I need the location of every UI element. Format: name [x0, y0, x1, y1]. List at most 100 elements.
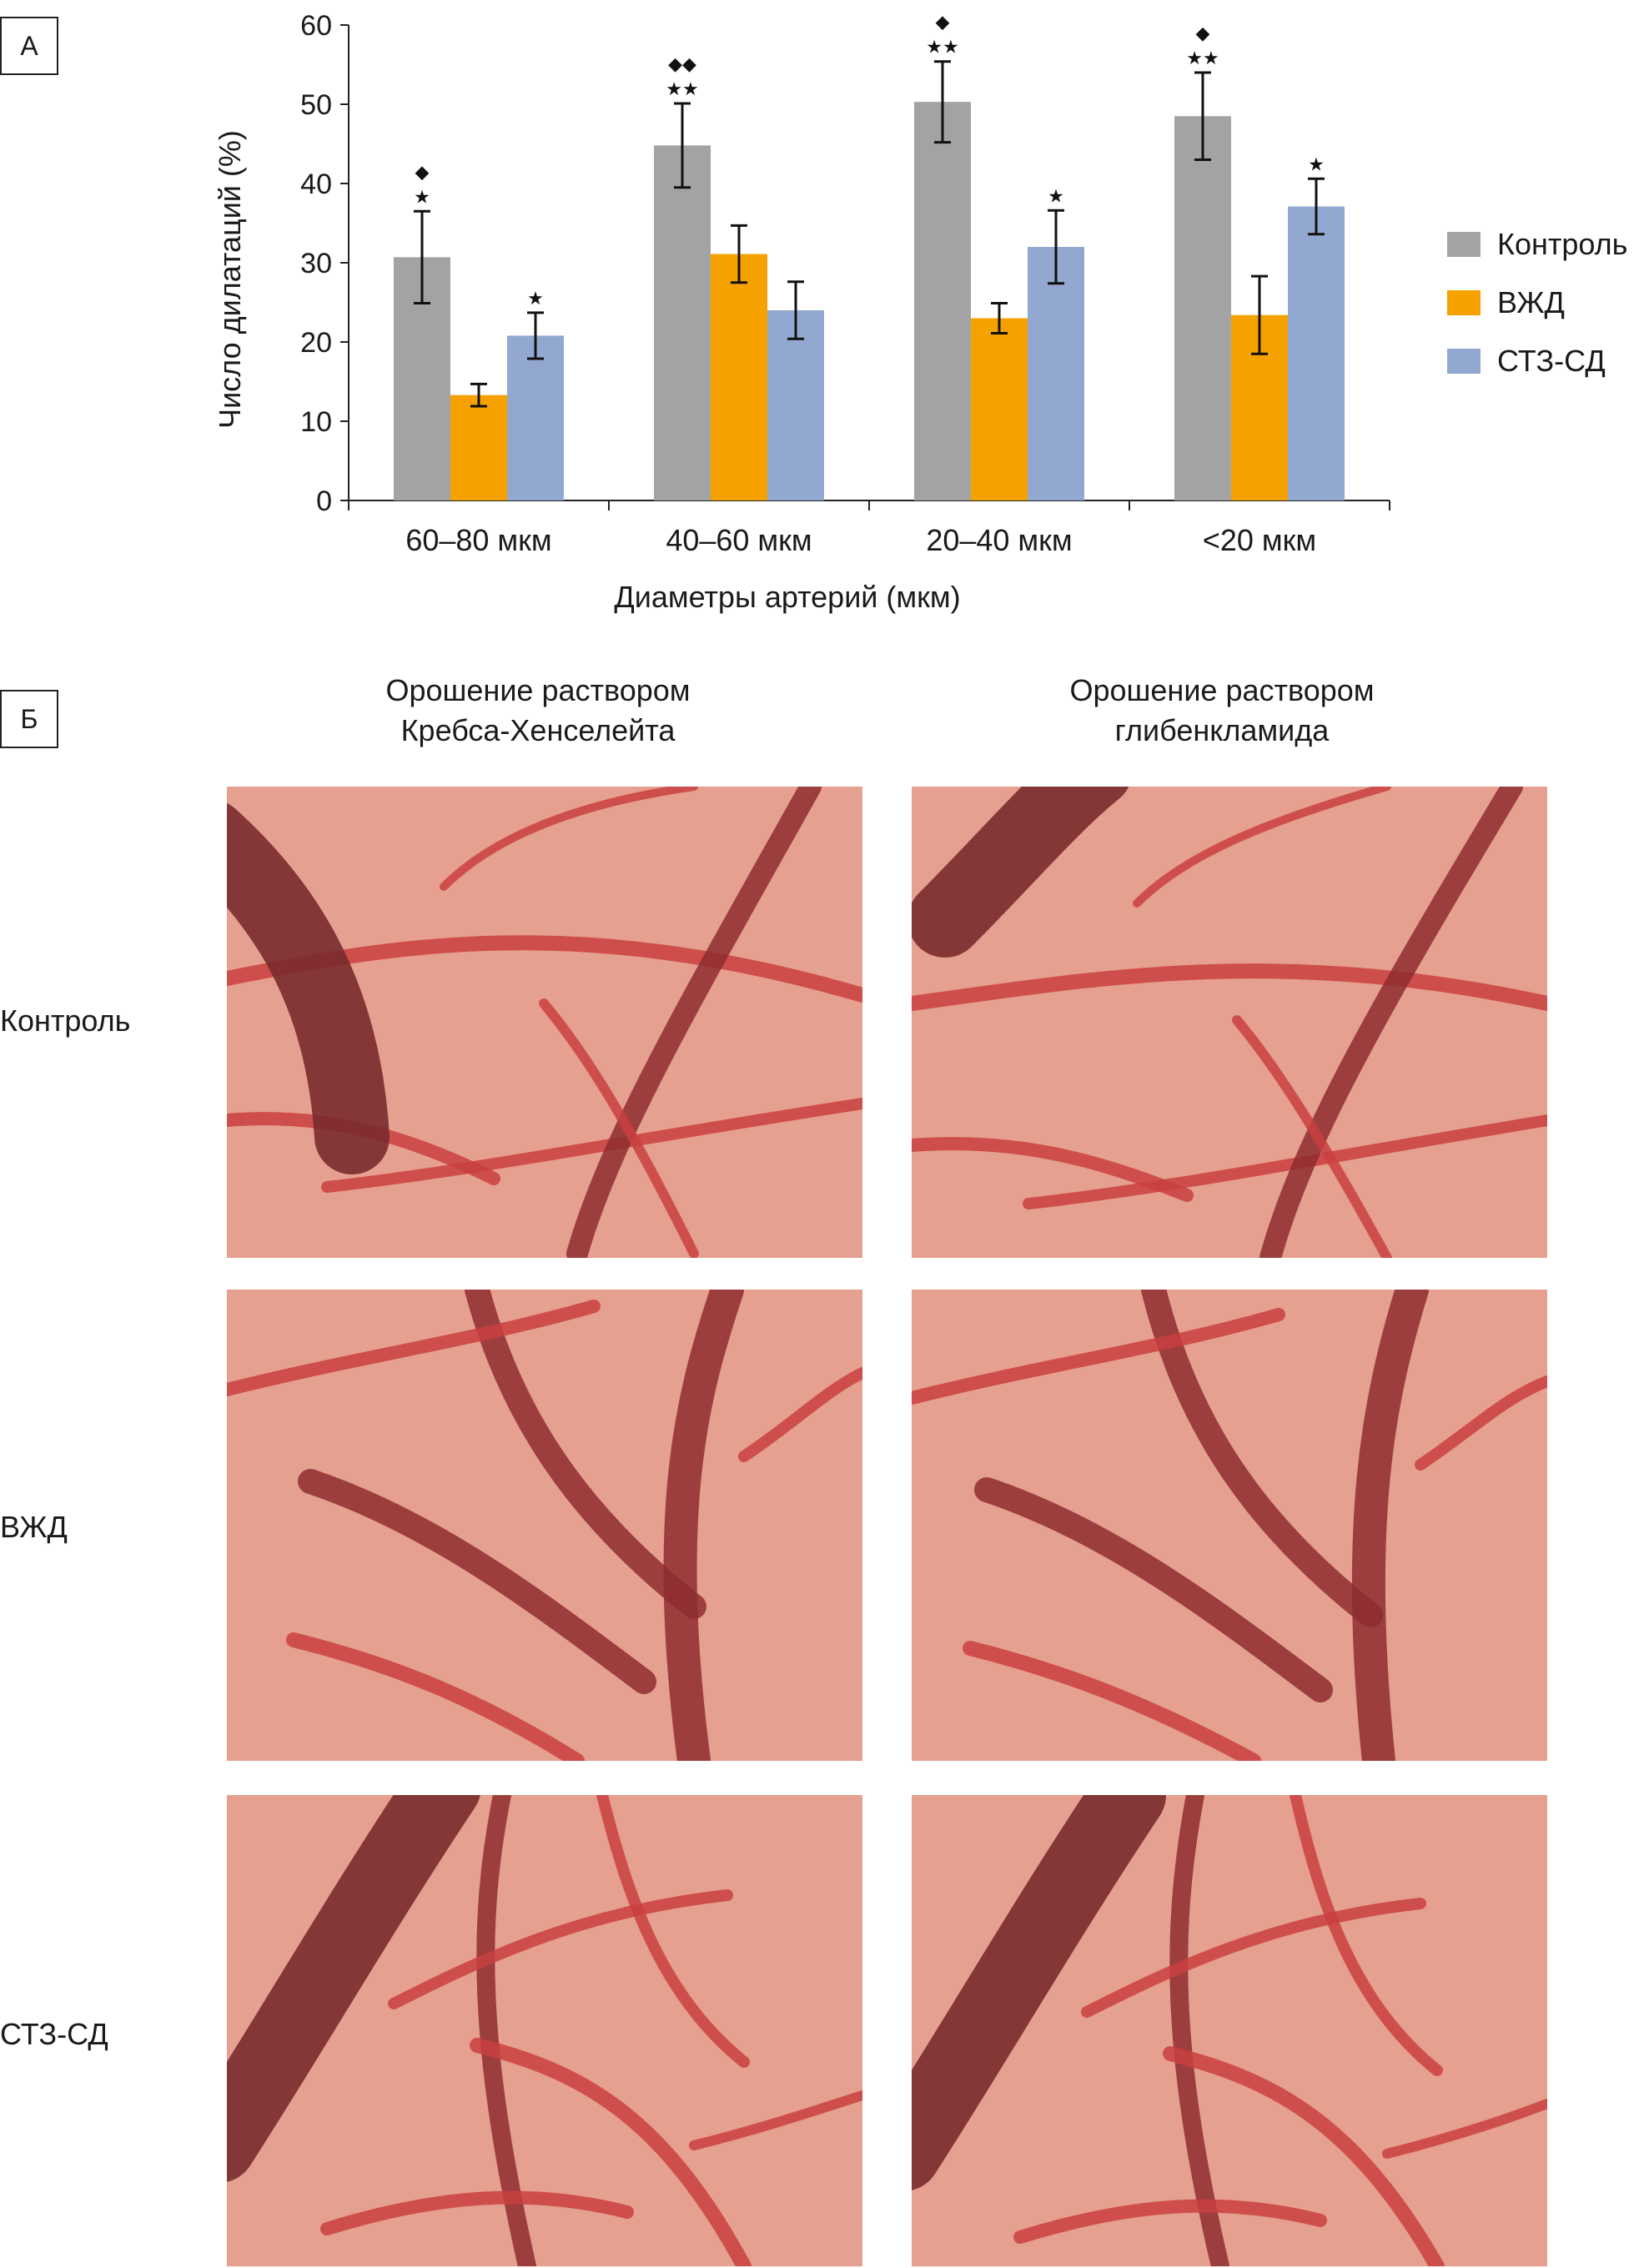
y-axis-title: Число дилатаций (%)	[213, 130, 247, 429]
micrograph-drawing	[912, 1795, 1547, 2266]
column-header-glibenclamide-line1: Орошение раствором	[1069, 673, 1375, 707]
y-tick-label: 20	[300, 327, 332, 359]
y-tick-label: 50	[300, 89, 332, 121]
x-tick-label: 60–80 мкм	[405, 523, 551, 557]
legend-label-stz: СТЗ-СД	[1497, 344, 1606, 378]
significance-marker: ★★	[666, 79, 698, 100]
micrograph-control-krebs	[227, 787, 862, 1258]
column-header-krebs: Орошение раствором Кребса-Хенселейта	[288, 671, 788, 751]
blood-vessel	[465, 1290, 706, 1619]
significance-marker: ★	[1048, 186, 1064, 207]
blood-vessel	[1133, 787, 1391, 908]
micrograph-drawing	[227, 1290, 862, 1761]
legend-swatch-stz	[1447, 349, 1481, 374]
bar	[1288, 206, 1345, 501]
micrograph-drawing	[227, 1795, 862, 2266]
column-header-krebs-line2: Кребса-Хенселейта	[400, 713, 676, 747]
bar	[1028, 247, 1084, 500]
significance-marker: ◆	[936, 13, 950, 33]
bar	[767, 310, 824, 500]
column-header-krebs-line1: Орошение раствором	[385, 673, 691, 707]
x-tick-label: <20 мкм	[1203, 523, 1316, 557]
bar	[914, 102, 971, 501]
bar	[971, 318, 1028, 500]
micrograph-drawing	[912, 787, 1547, 1258]
legend-swatch-control	[1447, 232, 1481, 257]
y-tick-label: 10	[300, 406, 332, 438]
blood-vessel	[1013, 2199, 1327, 2244]
blood-vessel	[596, 1795, 750, 2068]
significance-marker: ◆	[1196, 23, 1210, 44]
large-vessel	[227, 1795, 480, 2182]
blood-vessel	[1163, 2046, 1445, 2266]
column-header-glibenclamide-line2: глибенкламида	[1114, 713, 1330, 747]
x-tick-label: 20–40 мкм	[926, 523, 1072, 557]
blood-vessel	[1351, 1290, 1429, 1761]
large-vessel	[912, 787, 1129, 958]
micrograph-vzhd-krebs	[227, 1290, 862, 1761]
blood-vessel	[1259, 787, 1523, 1258]
blood-vessel	[1023, 1114, 1547, 1209]
blood-vessel	[912, 1308, 1285, 1405]
y-tick-label: 30	[300, 248, 332, 279]
blood-vessel	[1169, 1795, 1229, 2266]
legend-label-control: Контроль	[1497, 227, 1628, 261]
significance-marker: ★	[1308, 154, 1325, 175]
micrograph-vzhd-glibenclamide	[912, 1290, 1547, 1761]
panel-a-label: А	[0, 17, 58, 75]
blood-vessel	[1382, 2099, 1547, 2159]
blood-vessel	[663, 1290, 744, 1761]
y-tick-label: 40	[300, 168, 332, 200]
blood-vessel	[1081, 1898, 1426, 2018]
blood-vessel	[440, 787, 698, 891]
column-header-glibenclamide: Орошение раствором глибенкламида	[972, 671, 1472, 751]
significance-marker: ★★	[1186, 48, 1219, 69]
tissue-background	[912, 1290, 1547, 1761]
y-tick-label: 60	[300, 10, 332, 42]
significance-marker: ★	[527, 289, 544, 309]
blood-vessel	[539, 998, 699, 1258]
bar	[450, 395, 507, 500]
legend-item-vzhd: ВЖД	[1447, 285, 1565, 320]
legend-item-control: Контроль	[1447, 227, 1627, 262]
significance-marker: ★	[414, 187, 430, 208]
significance-marker: ◆◆	[668, 54, 696, 75]
blood-vessel	[912, 963, 1547, 1011]
micrograph-drawing	[227, 787, 862, 1258]
significance-marker: ★★	[926, 38, 958, 58]
micrograph-control-glibenclamide	[912, 787, 1547, 1258]
bar	[1174, 116, 1231, 500]
blood-vessel	[298, 1469, 656, 1694]
blood-vessel	[227, 1300, 601, 1396]
bar	[711, 254, 767, 500]
panel-b-label: Б	[0, 690, 58, 748]
blood-vessel	[566, 787, 822, 1258]
significance-marker: ◆	[415, 162, 430, 183]
blood-vessel	[912, 1137, 1194, 1202]
blood-vessel	[321, 1098, 862, 1193]
micrograph-stz-glibenclamide	[912, 1795, 1547, 2266]
blood-vessel	[738, 1367, 862, 1462]
legend-swatch-vzhd	[1447, 290, 1481, 315]
blood-vessel	[320, 2190, 634, 2235]
micrograph-stz-krebs	[227, 1795, 862, 2266]
blood-vessel	[286, 1632, 585, 1761]
y-tick-label: 0	[316, 485, 332, 517]
legend-item-stz: СТЗ-СД	[1447, 344, 1606, 379]
x-tick-label: 40–60 мкм	[666, 523, 812, 557]
bar	[507, 335, 564, 500]
blood-vessel	[963, 1641, 1261, 1761]
bar	[654, 145, 711, 500]
blood-vessel	[974, 1477, 1333, 1702]
bar-chart: 0 10 20 30 40 50 60 60–80 мкм 40–60 мкм 20–40 мкм…	[213, 10, 1390, 614]
row-label-stz: СТЗ-СД	[0, 2017, 108, 2051]
blood-vessel	[470, 2038, 752, 2266]
large-vessel	[227, 802, 390, 1174]
tissue-background	[227, 1290, 862, 1761]
blood-vessel	[1415, 1375, 1547, 1471]
blood-vessel	[388, 1889, 733, 2009]
blood-vessel	[1290, 1795, 1443, 2076]
legend-label-vzhd: ВЖД	[1497, 285, 1565, 319]
blood-vessel	[689, 2090, 862, 2150]
blood-vessel	[1232, 1015, 1392, 1258]
